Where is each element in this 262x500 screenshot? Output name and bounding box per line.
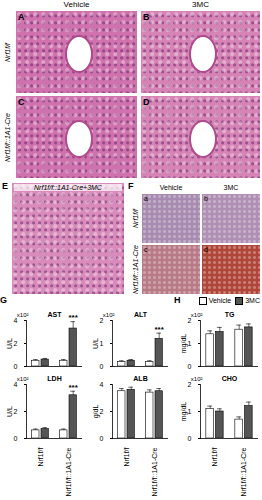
html-text:3MC: 3MC	[192, 0, 209, 9]
svg-text:0: 0	[100, 435, 104, 442]
svg-text:U/L: U/L	[6, 338, 13, 349]
svg-text:2: 2	[100, 317, 104, 324]
svg-text:U/L: U/L	[92, 338, 99, 349]
svg-text:Nrf1f/f: Nrf1f/f	[211, 447, 218, 466]
svg-text:1: 1	[188, 408, 192, 415]
svg-text:x10²: x10²	[103, 312, 115, 318]
svg-text:2: 2	[14, 408, 18, 415]
html-text:Nrf1f/f: Nrf1f/f	[132, 209, 139, 228]
html-text:Nrf1f/f::1A1-Cre+3MC: Nrf1f/f::1A1-Cre+3MC	[34, 184, 102, 191]
svg-text:0: 0	[188, 435, 192, 442]
html-text:Vehicle: Vehicle	[208, 297, 232, 304]
html-text:c: c	[144, 246, 148, 253]
html-text:Nrf1f/f: Nrf1f/f	[3, 42, 11, 62]
html-text:F: F	[128, 181, 134, 191]
svg-text:x10²: x10²	[17, 376, 29, 382]
html-text:D: D	[143, 97, 150, 107]
html-text:b: b	[204, 195, 208, 202]
html-text:H: H	[174, 295, 181, 305]
svg-text:g/dL: g/dL	[92, 405, 100, 419]
html-text:G: G	[0, 295, 7, 305]
svg-text:2: 2	[188, 317, 192, 324]
html-text:E: E	[2, 181, 8, 191]
svg-text:***: ***	[154, 325, 164, 334]
svg-text:x10²: x10²	[17, 312, 29, 318]
svg-text:***: ***	[68, 383, 78, 392]
svg-text:0: 0	[14, 435, 18, 442]
html-text:d: d	[204, 246, 208, 253]
svg-text:4: 4	[14, 381, 18, 388]
svg-text:0: 0	[100, 363, 104, 370]
html-text:3MC: 3MC	[223, 184, 239, 191]
svg-text:1: 1	[100, 340, 104, 347]
svg-text:LDH: LDH	[47, 375, 61, 382]
svg-text:0: 0	[14, 363, 18, 370]
svg-text:***: ***	[68, 313, 78, 322]
html-text:C: C	[18, 97, 25, 107]
svg-text:ALT: ALT	[134, 311, 148, 318]
svg-text:Nrf1f/f::1A1-Cre: Nrf1f/f::1A1-Cre	[65, 447, 72, 496]
html-text:Vehicle: Vehicle	[63, 0, 90, 9]
svg-text:ALB: ALB	[133, 375, 147, 382]
svg-text:2: 2	[100, 408, 104, 415]
html-text:3MC: 3MC	[245, 297, 260, 304]
html-text:Vehicle: Vehicle	[159, 184, 183, 191]
svg-text:CHO: CHO	[222, 375, 238, 382]
svg-text:Nrf1f/f: Nrf1f/f	[123, 447, 130, 466]
svg-text:x10²: x10²	[191, 312, 203, 318]
html-text:A: A	[18, 12, 25, 22]
svg-text:2: 2	[14, 340, 18, 347]
svg-text:2: 2	[188, 381, 192, 388]
html-text:a: a	[144, 195, 148, 202]
svg-text:U/L: U/L	[6, 406, 13, 417]
html-text:B: B	[143, 12, 150, 22]
html-text:Nrf1f/f::1A1-Cre: Nrf1f/f::1A1-Cre	[3, 112, 11, 162]
html-text:Nrf1f/f::1A1-Cre: Nrf1f/f::1A1-Cre	[132, 245, 139, 294]
svg-text:Nrf1f/f::1A1-Cre: Nrf1f/f::1A1-Cre	[151, 447, 158, 496]
svg-text:0: 0	[188, 363, 192, 370]
svg-text:x10²: x10²	[191, 376, 203, 382]
svg-text:4: 4	[14, 317, 18, 324]
svg-text:mg/dL: mg/dL	[180, 334, 188, 354]
svg-text:AST: AST	[48, 311, 63, 318]
svg-text:Nrf1f/f: Nrf1f/f	[37, 447, 44, 466]
svg-text:Nrf1f/f::1A1-Cre: Nrf1f/f::1A1-Cre	[240, 447, 247, 496]
svg-text:1: 1	[188, 340, 192, 347]
svg-text:4: 4	[100, 381, 104, 388]
svg-text:TG: TG	[225, 311, 235, 318]
svg-text:mg/dL: mg/dL	[180, 402, 188, 422]
